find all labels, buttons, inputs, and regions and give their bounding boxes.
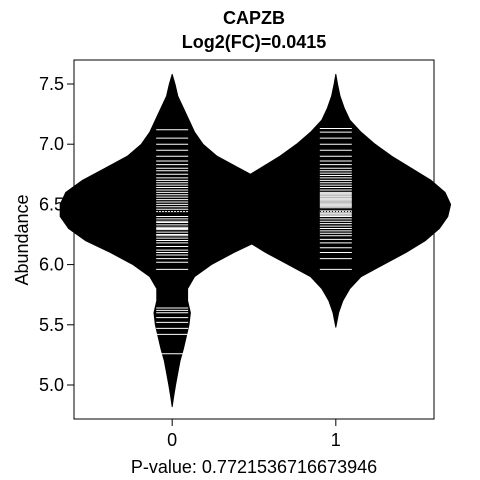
y-tick-label: 5.0 [39, 375, 64, 395]
x-tick-label: 1 [331, 430, 341, 450]
bean-group-1 [220, 73, 452, 328]
x-tick-label: 0 [167, 430, 177, 450]
y-axis-title: Abundance [12, 194, 32, 285]
chart-title: CAPZB [223, 8, 285, 28]
y-tick-label: 5.5 [39, 315, 64, 335]
y-axis: 5.0 5.5 6.0 6.5 7.0 7.5 [39, 74, 75, 395]
bean-layer [59, 73, 452, 408]
x-axis-title: P-value: 0.7721536716673946 [131, 457, 377, 477]
y-tick-label: 6.0 [39, 255, 64, 275]
y-tick-label: 6.5 [39, 194, 64, 214]
y-tick-label: 7.0 [39, 134, 64, 154]
y-tick-label: 7.5 [39, 74, 64, 94]
chart-subtitle: Log2(FC)=0.0415 [182, 32, 327, 52]
